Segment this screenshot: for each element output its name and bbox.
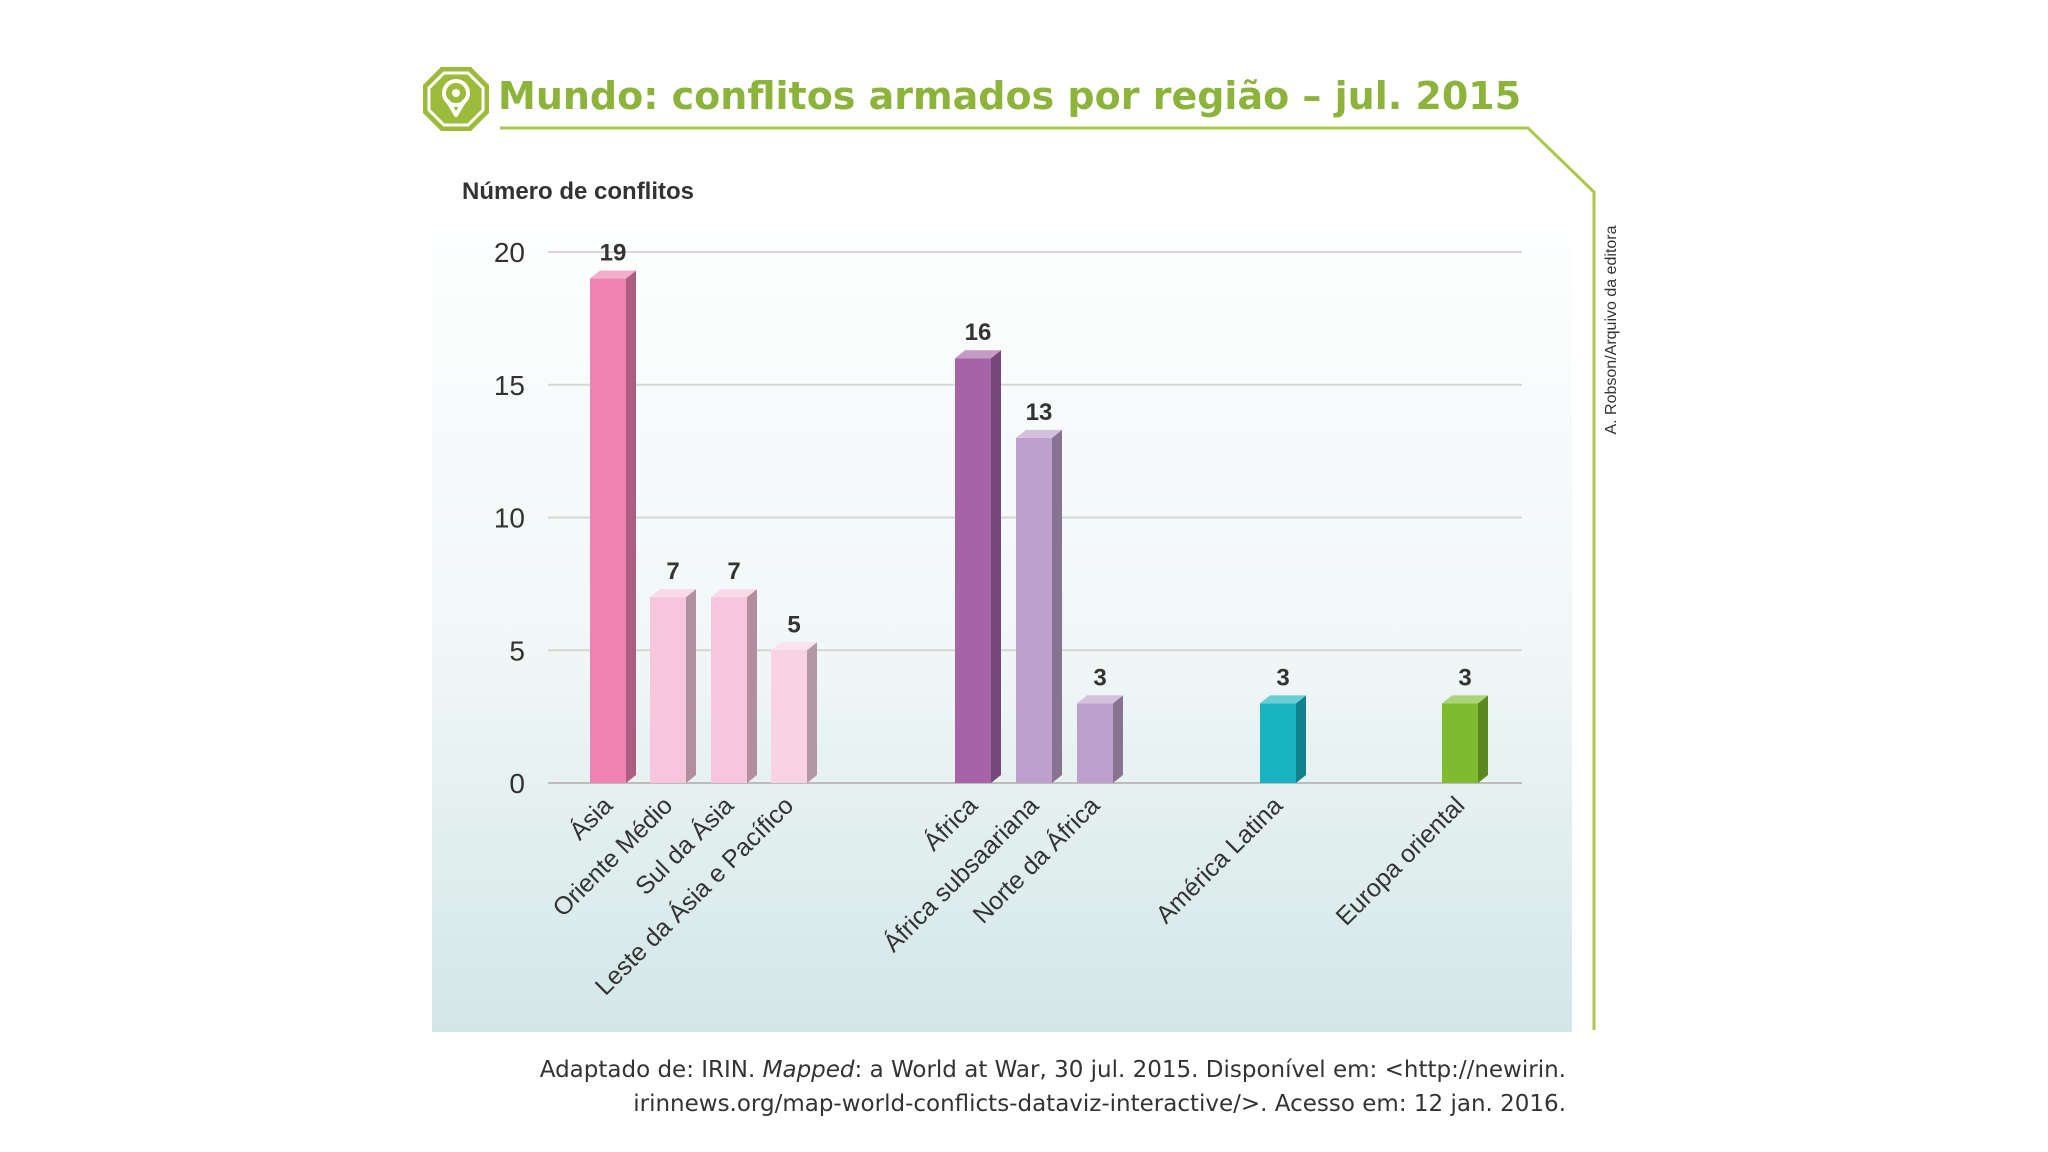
bar-side [1478,695,1488,783]
image-credit: A. Robson/Arquivo da editora [1603,225,1620,434]
value-label: 7 [727,558,740,585]
bar-side [1113,695,1123,783]
bar-side [807,642,817,783]
value-labels: 19 7 7 5 16 13 3 3 3 [600,240,1472,692]
value-label: 16 [965,319,992,346]
bar [955,350,1001,783]
bar-front [955,358,991,783]
bar [1260,695,1306,783]
bar-front [1260,703,1296,783]
bar-top [955,350,1001,359]
bar-top [1442,695,1488,704]
bar [711,589,757,783]
source-line-1: Adaptado de: IRIN. Mapped: a World at Wa… [540,1057,1566,1083]
bar-front [590,278,626,783]
y-axis-ticks: 0 5 10 15 20 [494,237,525,799]
y-tick-label: 15 [494,370,525,401]
value-label: 13 [1026,399,1053,426]
bar-side [626,270,636,783]
bar-side [991,350,1001,783]
value-label: 3 [1093,664,1106,691]
bar-side [1296,695,1306,783]
bar-side [1052,429,1062,783]
bar-top [650,589,696,598]
bar-top [1260,695,1306,704]
source-prefix: Adaptado de: IRIN. [540,1057,763,1083]
value-label: 5 [787,611,800,638]
bar-front [650,597,686,783]
y-tick-label: 5 [509,635,525,666]
value-label: 7 [666,558,679,585]
bar-front [771,650,807,783]
bar-front [711,597,747,783]
y-tick-label: 0 [509,768,525,799]
bar-front [1442,703,1478,783]
bar-side [686,589,696,783]
bar-top [771,642,817,651]
bar [590,270,636,783]
bar-front [1077,703,1113,783]
source-note: Adaptado de: IRIN. Mapped: a World at Wa… [540,1057,1566,1117]
source-suffix: : a World at War, 30 jul. 2015. Disponív… [855,1057,1566,1083]
bar [1442,695,1488,783]
chart-title: Mundo: conflitos armados por região – ju… [498,74,1521,118]
y-tick-label: 10 [494,503,525,534]
bar-top [590,270,636,279]
location-pin-icon [423,67,489,131]
bar-top [1016,429,1062,438]
y-axis-title: Número de conflitos [462,178,694,205]
bar [650,589,696,783]
value-label: 19 [600,240,627,267]
source-line-2: irinnews.org/map-world-conflicts-dataviz… [633,1091,1566,1117]
bar [1016,429,1062,783]
frame-line [500,126,1596,1030]
bar [1077,695,1123,783]
bar-front [1016,437,1052,783]
bar-side [747,589,757,783]
y-tick-label: 20 [494,237,525,268]
value-label: 3 [1276,664,1289,691]
bar [771,642,817,783]
bar-top [1077,695,1123,704]
value-label: 3 [1458,664,1471,691]
source-italic-title: Mapped [763,1057,855,1083]
bar-top [711,589,757,598]
bar-series [590,270,1488,783]
